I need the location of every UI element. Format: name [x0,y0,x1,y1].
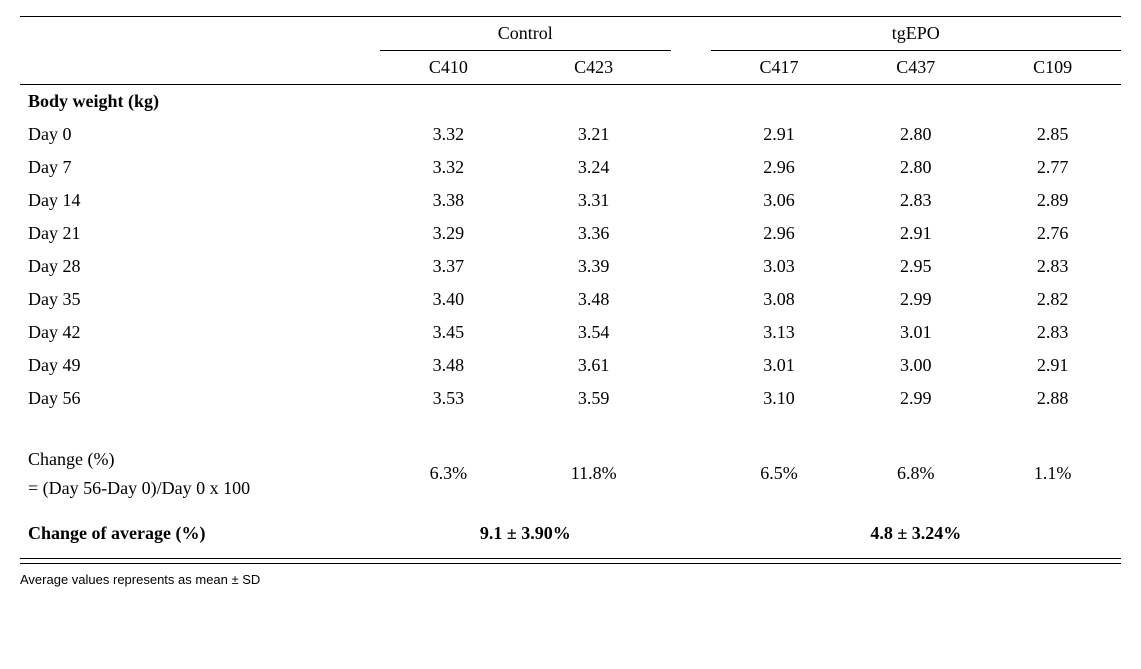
cell: 2.76 [984,217,1121,250]
col-c437: C437 [847,51,984,85]
cell: 2.83 [847,184,984,217]
cell: 3.03 [711,250,848,283]
cell: 2.88 [984,382,1121,415]
cell: 3.29 [380,217,517,250]
table-footnote: Average values represents as mean ± SD [20,563,1121,587]
row-label: Day 7 [20,151,380,184]
cell: 2.80 [847,118,984,151]
col-c417: C417 [711,51,848,85]
cell: 2.77 [984,151,1121,184]
cell: 2.96 [711,151,848,184]
cell: 3.36 [517,217,671,250]
cell: 2.82 [984,283,1121,316]
group-tgepo-header: tgEPO [711,17,1121,51]
cell: 3.48 [380,349,517,382]
cell: 3.24 [517,151,671,184]
group-control-header: Control [380,17,671,51]
row-label: Day 56 [20,382,380,415]
section-header-row: Body weight (kg) [20,85,1121,119]
cell: 2.95 [847,250,984,283]
row-label: Day 0 [20,118,380,151]
cell: 2.91 [984,349,1121,382]
column-header-row: C410 C423 C417 C437 C109 [20,51,1121,85]
group-header-row: Control tgEPO [20,17,1121,51]
row-label: Day 28 [20,250,380,283]
table-row: Day 42 3.45 3.54 3.13 3.01 2.83 [20,316,1121,349]
cell: 3.00 [847,349,984,382]
body-weight-table-wrapper: Control tgEPO C410 C423 C417 C437 C109 B… [20,16,1121,587]
row-label: Day 42 [20,316,380,349]
table-row: Day 21 3.29 3.36 2.96 2.91 2.76 [20,217,1121,250]
cell: 3.38 [380,184,517,217]
row-label: Day 49 [20,349,380,382]
spacer-row [20,415,1121,439]
section-header: Body weight (kg) [20,85,380,119]
cell: 3.61 [517,349,671,382]
cell: 3.54 [517,316,671,349]
cell: 3.40 [380,283,517,316]
cell: 3.13 [711,316,848,349]
col-c410: C410 [380,51,517,85]
col-c109: C109 [984,51,1121,85]
cell: 3.06 [711,184,848,217]
change-c109: 1.1% [984,439,1121,509]
cell: 3.01 [847,316,984,349]
cell: 2.80 [847,151,984,184]
average-label: Change of average (%) [20,509,380,559]
cell: 3.39 [517,250,671,283]
cell: 2.91 [711,118,848,151]
cell: 3.31 [517,184,671,217]
cell: 2.85 [984,118,1121,151]
change-c410: 6.3% [380,439,517,509]
change-row: Change (%) = (Day 56-Day 0)/Day 0 x 100 … [20,439,1121,509]
cell: 2.99 [847,283,984,316]
change-c423: 11.8% [517,439,671,509]
col-c423: C423 [517,51,671,85]
cell: 2.83 [984,316,1121,349]
row-label: Day 21 [20,217,380,250]
cell: 2.99 [847,382,984,415]
cell: 3.48 [517,283,671,316]
cell: 3.32 [380,151,517,184]
cell: 3.10 [711,382,848,415]
cell: 3.21 [517,118,671,151]
change-label: Change (%) = (Day 56-Day 0)/Day 0 x 100 [20,439,380,509]
cell: 2.89 [984,184,1121,217]
cell: 3.45 [380,316,517,349]
cell: 2.96 [711,217,848,250]
table-row: Day 28 3.37 3.39 3.03 2.95 2.83 [20,250,1121,283]
table-row: Day 35 3.40 3.48 3.08 2.99 2.82 [20,283,1121,316]
cell: 3.08 [711,283,848,316]
change-label-line2: = (Day 56-Day 0)/Day 0 x 100 [28,474,372,503]
table-row: Day 7 3.32 3.24 2.96 2.80 2.77 [20,151,1121,184]
table-row: Day 49 3.48 3.61 3.01 3.00 2.91 [20,349,1121,382]
change-c437: 6.8% [847,439,984,509]
average-control: 9.1 ± 3.90% [380,509,671,559]
row-label: Day 35 [20,283,380,316]
body-weight-table: Control tgEPO C410 C423 C417 C437 C109 B… [20,16,1121,559]
average-tgepo: 4.8 ± 3.24% [711,509,1121,559]
cell: 2.91 [847,217,984,250]
table-row: Day 0 3.32 3.21 2.91 2.80 2.85 [20,118,1121,151]
table-row: Day 56 3.53 3.59 3.10 2.99 2.88 [20,382,1121,415]
table-row: Day 14 3.38 3.31 3.06 2.83 2.89 [20,184,1121,217]
change-c417: 6.5% [711,439,848,509]
row-label: Day 14 [20,184,380,217]
average-row: Change of average (%) 9.1 ± 3.90% 4.8 ± … [20,509,1121,559]
cell: 2.83 [984,250,1121,283]
cell: 3.59 [517,382,671,415]
cell: 3.37 [380,250,517,283]
cell: 3.32 [380,118,517,151]
cell: 3.01 [711,349,848,382]
change-label-line1: Change (%) [28,445,372,474]
cell: 3.53 [380,382,517,415]
